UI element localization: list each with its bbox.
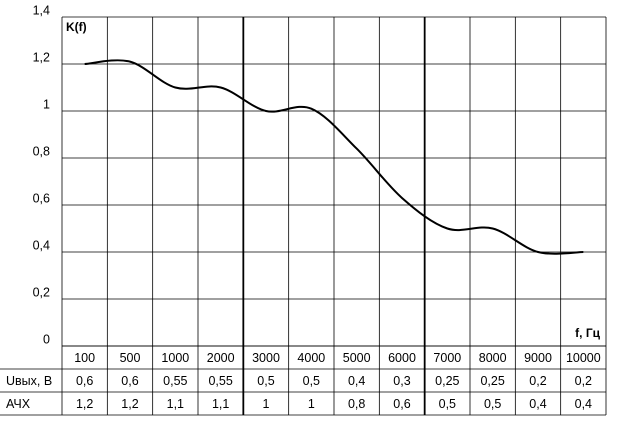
x-tick-label: 7000: [433, 351, 461, 365]
table-cell: 1,2: [121, 397, 138, 411]
y-tick-label: 0,2: [33, 285, 50, 299]
x-tick-label: 4000: [297, 351, 325, 365]
x-tick-label: 2000: [207, 351, 235, 365]
curve: [84, 59, 584, 255]
row-label: АЧХ: [6, 397, 31, 411]
x-tick-label: 9000: [524, 351, 552, 365]
y-tick-label: 1,4: [33, 3, 50, 17]
table-cell: 0,25: [435, 374, 459, 388]
table-cell: 1: [263, 397, 270, 411]
table-cell: 0,25: [480, 374, 504, 388]
row-label: Uвых, В: [6, 374, 52, 388]
table-cell: 0,3: [393, 374, 410, 388]
table-cell: 0,5: [484, 397, 501, 411]
table-cell: 0,4: [529, 397, 546, 411]
table-cell: 0,55: [163, 374, 187, 388]
table-cell: 0,6: [121, 374, 138, 388]
table-cell: 1,2: [76, 397, 93, 411]
table-cell: 0,6: [393, 397, 410, 411]
table-cell: 0,2: [575, 374, 592, 388]
x-tick-label: 100: [74, 351, 95, 365]
table-cell: 0,6: [76, 374, 93, 388]
x-tick-label: 3000: [252, 351, 280, 365]
table-cell: 0,8: [348, 397, 365, 411]
table-cell: 0,5: [257, 374, 274, 388]
x-tick-label: 6000: [388, 351, 416, 365]
y-tick-label: 1,2: [33, 50, 50, 64]
x-axis-label: f, Гц: [575, 326, 600, 340]
y-tick-label: 0: [43, 332, 50, 346]
table-cell: 1,1: [212, 397, 229, 411]
x-tick-label: 8000: [479, 351, 507, 365]
y-axis-label: K(f): [66, 20, 87, 34]
table-cell: 0,5: [439, 397, 456, 411]
table-cell: 0,4: [575, 397, 592, 411]
table-cell: 0,55: [208, 374, 232, 388]
y-tick-label: 1: [43, 97, 50, 111]
table-cell: 0,5: [303, 374, 320, 388]
table-cell: 0,2: [529, 374, 546, 388]
table-cell: 0,4: [348, 374, 365, 388]
y-tick-label: 0,4: [33, 238, 50, 252]
x-tick-label: 10000: [566, 351, 601, 365]
x-tick-label: 5000: [343, 351, 371, 365]
x-tick-label: 1000: [161, 351, 189, 365]
y-tick-label: 0,6: [33, 191, 50, 205]
x-tick-label: 500: [120, 351, 141, 365]
table-cell: 1: [308, 397, 315, 411]
table-cell: 1,1: [167, 397, 184, 411]
y-tick-label: 0,8: [33, 144, 50, 158]
